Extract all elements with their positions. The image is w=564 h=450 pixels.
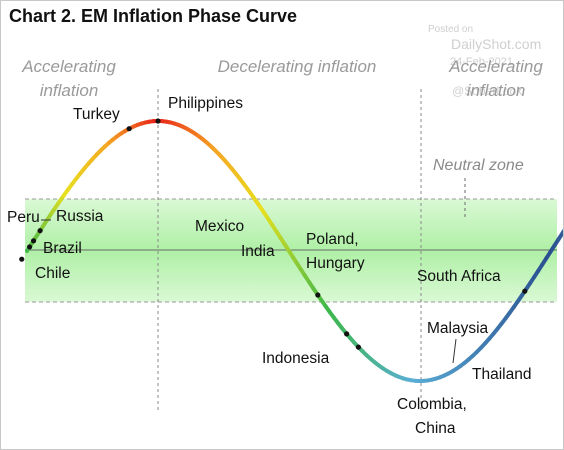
country-label-indonesia: Indonesia [262,350,330,367]
chart-title: Chart 2. EM Inflation Phase Curve [9,6,297,26]
phase-label-accelerating-2-line1: Accelerating [448,57,543,76]
country-label-turkey: Turkey [73,106,120,123]
leader-line-malaysia [452,338,457,364]
country-label-colombia: Colombia, [397,396,467,413]
country-point-russia [37,228,43,234]
country-label-poland: Poland, [306,231,359,248]
country-points [19,118,528,350]
country-label-mexico: Mexico [195,218,244,235]
country-label-thailand: Thailand [472,366,531,383]
country-label-brazil: Brazil [43,240,82,257]
country-label-chile: Chile [35,265,70,282]
country-label-russia: Russia [56,208,104,225]
watermark-site: DailyShot.com [451,36,541,52]
country-label-peru: Peru [7,209,40,226]
phase-label-decelerating: Decelerating inflation [218,57,377,76]
country-point-philippines [155,118,161,124]
country-label-india: India [241,243,275,260]
phase-label-accelerating-2-line2: inflation [467,81,526,100]
country-point-hungary [355,344,362,350]
country-point-indonesia [522,288,528,294]
phase-curve-line [25,119,563,383]
country-label-philippines: Philippines [168,95,243,112]
country-point-chile [27,244,33,250]
phase-label-accelerating-1-line1: Accelerating [21,57,116,76]
country-point-india [344,331,350,337]
neutral-zone-label: Neutral zone [433,157,524,174]
country-labels: Peru Russia Brazil Chile Turkey Philippines Me… [7,95,531,437]
watermark-posted-on: Posted on [428,24,473,35]
country-point-mexico [315,292,321,298]
watermark-date: 24-Feb-2021 [450,56,513,68]
country-point-brazil [30,238,37,244]
country-point-peru [19,256,25,262]
phase-label-accelerating-1-line2: inflation [40,81,99,100]
country-label-malaysia: Malaysia [427,320,489,337]
country-label-south-africa: South Africa [417,268,501,285]
country-label-hungary: Hungary [306,255,365,272]
country-point-turkey [126,126,132,132]
country-label-china: China [415,420,456,437]
watermark-handle: @SoberLook [452,84,523,98]
